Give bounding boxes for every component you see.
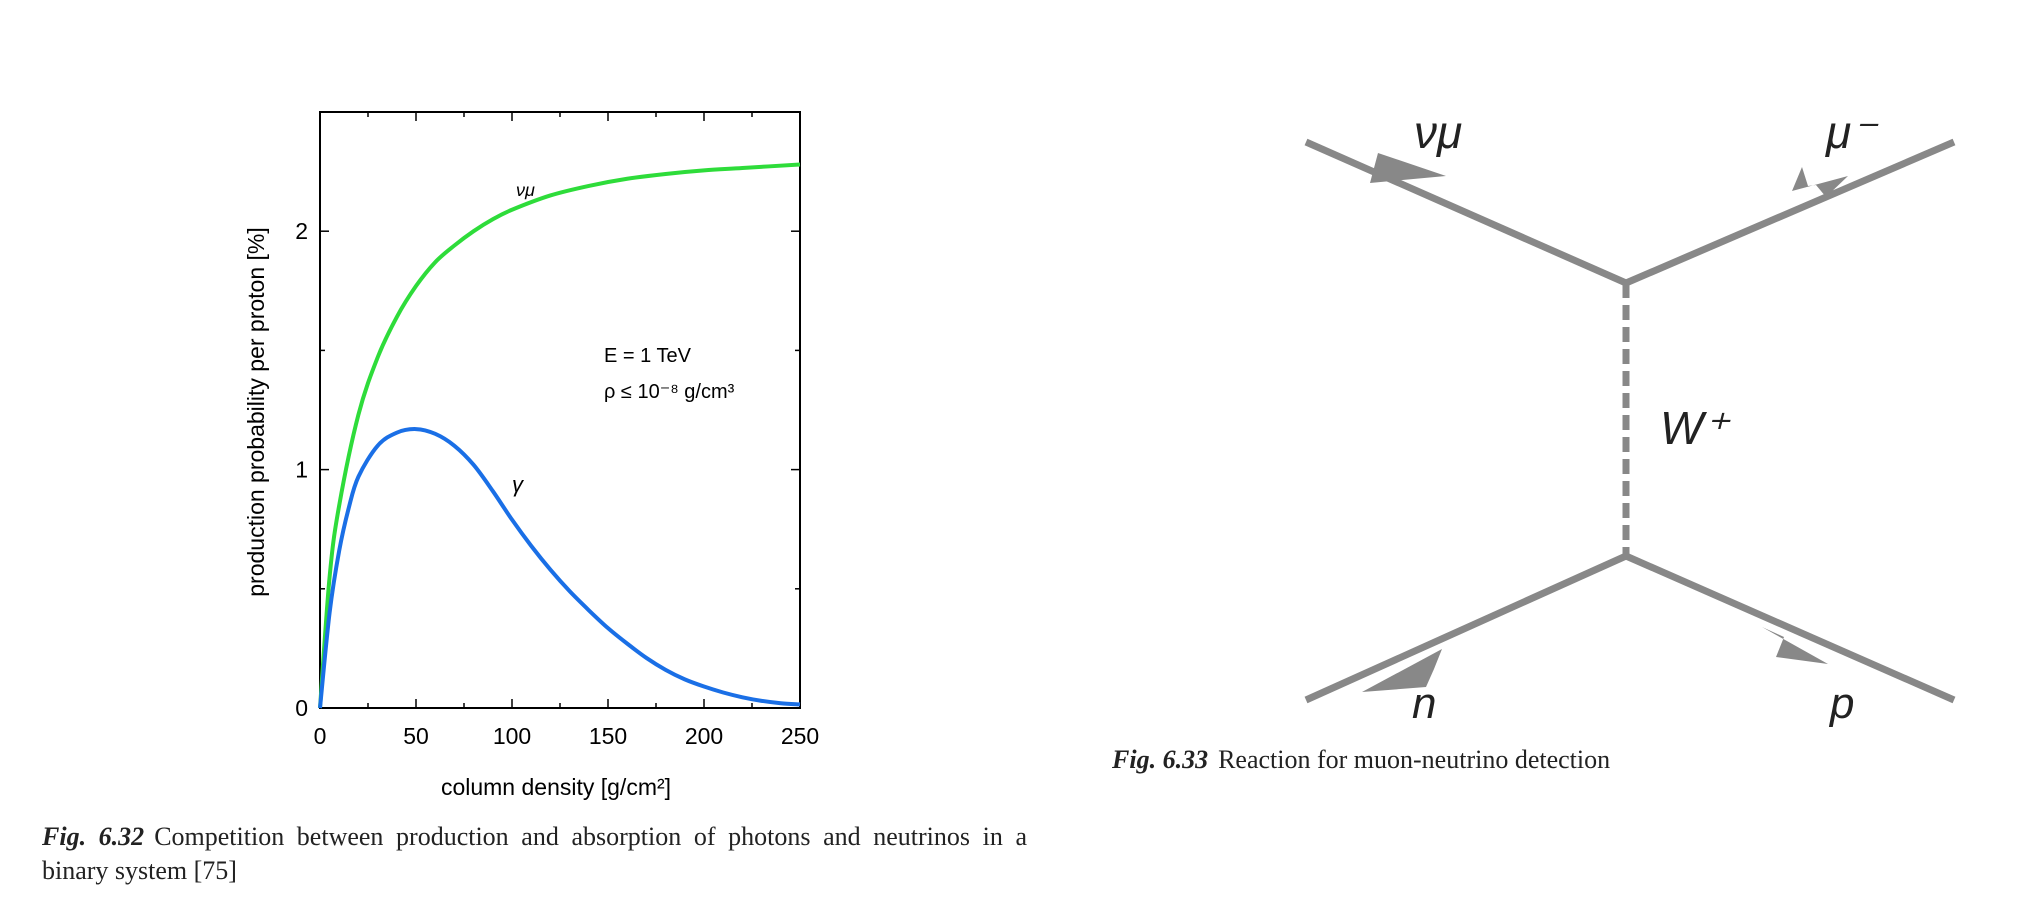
plot-frame: [319, 111, 801, 709]
x-tick-label: 250: [781, 723, 819, 749]
series-layer: [318, 162, 801, 709]
arrow-icon: [1792, 167, 1848, 197]
outgoing-muon-line: [1624, 138, 1956, 287]
incoming-neutrino-line: [1304, 138, 1628, 287]
label-muon: μ⁻: [1825, 106, 1879, 158]
feynman-diagram: νμ μ⁻ W⁺ n p: [1304, 106, 1956, 728]
figure-633-text: Reaction for muon-neutrino detection: [1218, 745, 1611, 774]
arrow-icon: [1762, 627, 1828, 664]
x-tick-label: 100: [493, 723, 531, 749]
annotation-density: ρ ≤ 10⁻⁸ g/cm³: [604, 381, 735, 403]
label-neutron: n: [1412, 679, 1436, 728]
x-axis-label: column density [g/cm²]: [441, 774, 671, 800]
label-neutrino: νμ: [1414, 106, 1462, 158]
y-tick-label: 1: [295, 457, 308, 483]
y-tick-label: 2: [295, 218, 308, 244]
axes: 0 50 100 150 200 250 0 1 2: [295, 111, 819, 749]
figure-633-caption: Fig. 6.33 Reaction for muon-neutrino dete…: [1112, 743, 1812, 777]
incoming-neutron-line: [1304, 552, 1628, 704]
figure-633: νμ μ⁻ W⁺ n p: [1090, 0, 2040, 904]
x-tick-label: 150: [589, 723, 627, 749]
y-axis-label: production probability per proton [%]: [243, 227, 269, 597]
y-tick-label: 0: [295, 695, 308, 721]
x-tick-label: 0: [314, 723, 327, 749]
series-label-numu: νμ: [516, 180, 535, 200]
figure-632-label: Fig. 6.32: [42, 822, 145, 851]
x-tick-label: 200: [685, 723, 723, 749]
figure-632-caption: Fig. 6.32 Competition between production …: [42, 820, 1027, 888]
series-label-gamma: γ: [512, 472, 525, 497]
figure-632-text: Competition between production and absor…: [42, 822, 1027, 885]
figure-633-label: Fig. 6.33: [1112, 745, 1209, 774]
x-tick-label: 50: [403, 723, 429, 749]
arrow-icon: [1370, 153, 1446, 183]
arrow-icon: [1362, 649, 1442, 692]
label-proton: p: [1828, 679, 1854, 728]
line-chart: 0 50 100 150 200 250 0 1 2 νμ γ E = 1 TeV ρ ≤ 10…: [243, 111, 819, 800]
annotation-energy: E = 1 TeV: [604, 345, 692, 367]
outgoing-proton-line: [1624, 552, 1956, 704]
figure-632: 0 50 100 150 200 250 0 1 2 νμ γ E = 1 TeV ρ ≤ 10…: [243, 111, 819, 800]
series-line-gamma: [318, 427, 801, 709]
series-line-numu: [318, 162, 801, 709]
label-w-boson: W⁺: [1660, 402, 1731, 454]
